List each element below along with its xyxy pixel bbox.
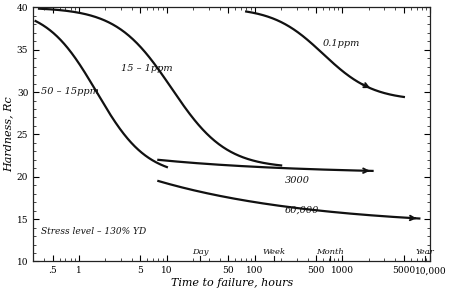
Text: Day: Day <box>192 248 208 256</box>
Text: Month: Month <box>317 248 344 256</box>
Y-axis label: Hardness, Rc: Hardness, Rc <box>4 97 14 172</box>
Text: Stress level – 130% YD: Stress level – 130% YD <box>41 227 146 236</box>
X-axis label: Time to failure, hours: Time to failure, hours <box>171 278 293 288</box>
Text: 0.1ppm: 0.1ppm <box>323 39 360 48</box>
Text: Week: Week <box>263 248 286 256</box>
Text: 15 – 1ppm: 15 – 1ppm <box>121 64 173 73</box>
Text: 50 – 15ppm: 50 – 15ppm <box>41 87 99 96</box>
Text: Year: Year <box>416 248 435 256</box>
Text: 60,000: 60,000 <box>285 205 319 214</box>
Text: 3000: 3000 <box>285 176 310 185</box>
